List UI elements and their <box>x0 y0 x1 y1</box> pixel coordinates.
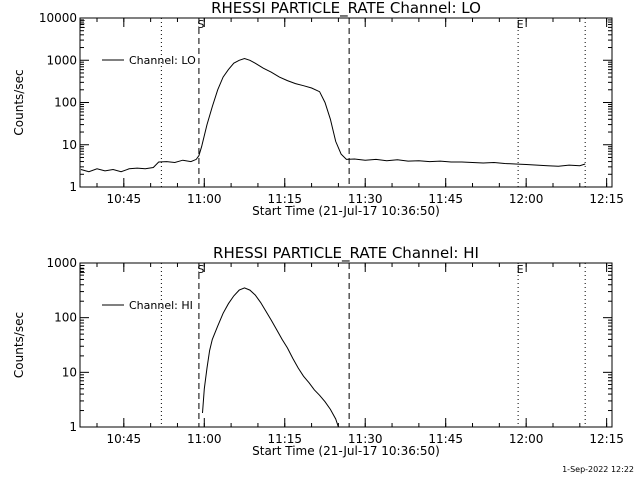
x-tick-label-hi: 11:45 <box>428 432 463 446</box>
series-line-hi <box>202 287 339 428</box>
y-tick-label-lo: 100 <box>54 96 77 110</box>
plot-frame-hi <box>79 262 613 428</box>
legend-label-lo: Channel: LO <box>129 54 196 67</box>
y-axis-label-lo: Counts/sec <box>12 69 26 135</box>
marker-label-lo: E <box>79 18 86 31</box>
marker-label-hi: E <box>517 263 524 276</box>
x-tick-label-hi: 10:45 <box>107 432 142 446</box>
x-tick-label-lo: 11:15 <box>267 192 302 206</box>
y-tick-label-lo: 1 <box>69 180 77 194</box>
x-tick-label-lo: 12:00 <box>509 192 544 206</box>
y-tick-label-lo: 1000 <box>46 53 77 67</box>
x-tick-label-lo: 12:15 <box>589 192 624 206</box>
y-tick-label-hi: 1000 <box>46 256 77 270</box>
x-tick-label-lo: 11:00 <box>187 192 222 206</box>
marker-label-lo: S <box>197 18 204 31</box>
marker-label-hi: S <box>197 263 204 276</box>
y-tick-label-lo: 10000 <box>39 11 77 25</box>
series-line-lo <box>80 57 586 173</box>
chart-title-hi: RHESSI PARTICLE_RATE Channel: HI <box>213 244 479 263</box>
panel-hi <box>79 262 613 428</box>
y-tick-label-lo: 10 <box>62 138 77 152</box>
legend-label-hi: Channel: HI <box>129 299 193 312</box>
x-tick-label-hi: 12:15 <box>589 432 624 446</box>
marker-label-hi: E <box>79 263 86 276</box>
x-axis-label-hi: Start Time (21-Jul-17 10:36:50) <box>252 444 440 458</box>
x-tick-label-hi: 12:00 <box>509 432 544 446</box>
footer-timestamp: 1-Sep-2022 12:22 <box>562 465 634 474</box>
y-tick-label-hi: 10 <box>62 365 77 379</box>
x-tick-label-lo: 11:45 <box>428 192 463 206</box>
x-axis-label-lo: Start Time (21-Jul-17 10:36:50) <box>252 204 440 218</box>
x-tick-label-lo: 10:45 <box>107 192 142 206</box>
marker-label-lo: E <box>517 18 524 31</box>
y-tick-label-hi: 1 <box>69 420 77 434</box>
x-tick-label-lo: 11:30 <box>348 192 383 206</box>
y-axis-label-hi: Counts/sec <box>12 312 26 378</box>
chart-title-lo: RHESSI PARTICLE_RATE Channel: LO <box>211 0 481 18</box>
y-tick-label-hi: 100 <box>54 311 77 325</box>
x-tick-label-hi: 11:00 <box>187 432 222 446</box>
panel-lo <box>79 17 613 188</box>
x-tick-label-hi: 11:30 <box>348 432 383 446</box>
x-tick-label-hi: 11:15 <box>267 432 302 446</box>
